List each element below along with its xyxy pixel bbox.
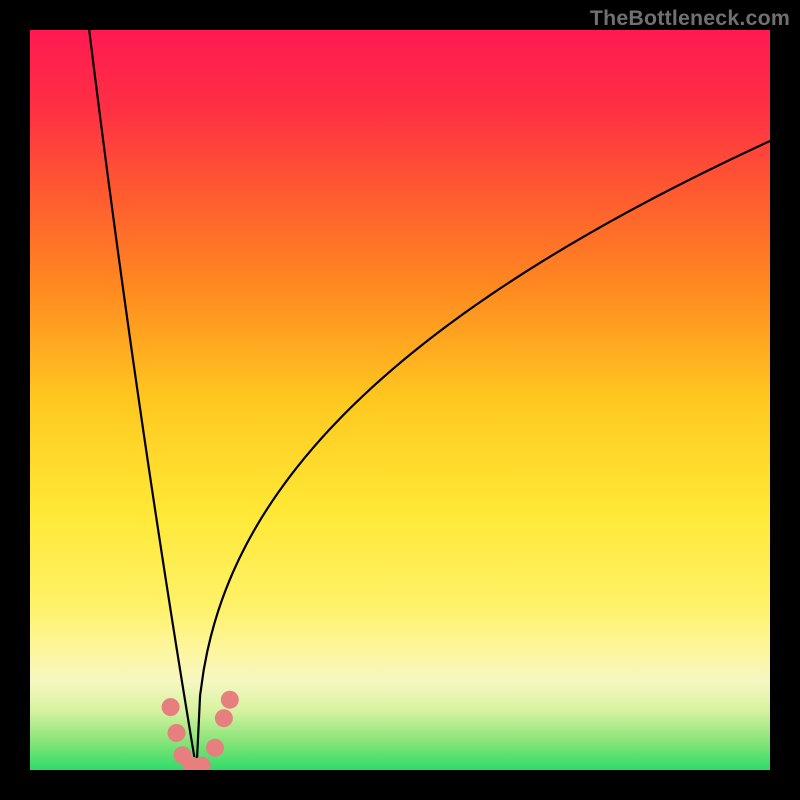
chart-frame: TheBottleneck.com bbox=[0, 0, 800, 800]
marker-dot bbox=[162, 698, 180, 716]
marker-dot bbox=[215, 709, 233, 727]
marker-dot bbox=[168, 724, 186, 742]
plot-area bbox=[30, 30, 770, 770]
gradient-background bbox=[30, 30, 770, 770]
marker-dot bbox=[206, 739, 224, 757]
chart-svg bbox=[30, 30, 770, 770]
marker-dot bbox=[221, 691, 239, 709]
watermark-text: TheBottleneck.com bbox=[590, 6, 790, 31]
